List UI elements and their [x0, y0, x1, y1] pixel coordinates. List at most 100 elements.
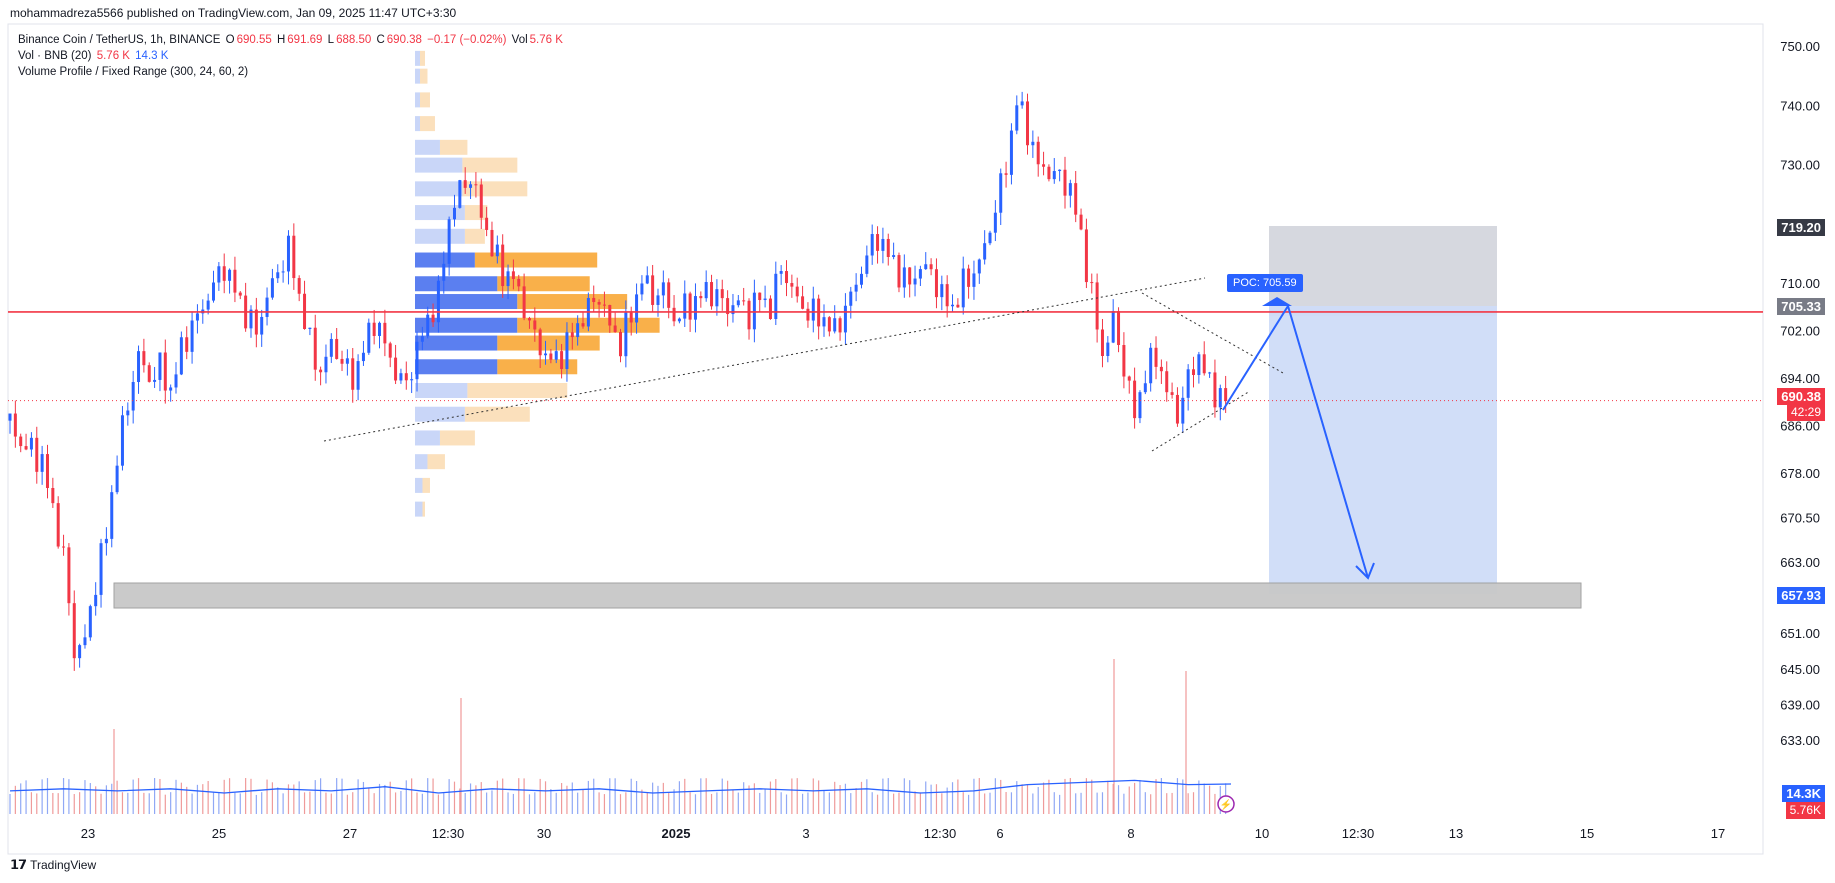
vp-bar-down [422, 501, 425, 517]
candle-body [345, 358, 349, 364]
volume-profile-title[interactable]: Volume Profile / Fixed Range (300, 24, 6… [18, 66, 249, 78]
tradingview-logo-icon: 𝟭𝟳 [10, 857, 27, 872]
candle-body [549, 353, 553, 360]
candle-body [977, 259, 981, 274]
candle-body [1117, 311, 1121, 346]
candle-body [329, 338, 333, 357]
price-tick-label: 645.00 [1780, 662, 1820, 677]
time-tick-label: 17 [1711, 826, 1725, 841]
poc-marker-icon [1262, 297, 1292, 306]
candle-body [683, 293, 687, 319]
candle-body [758, 292, 762, 301]
candle-body [913, 278, 917, 285]
tradingview-branding[interactable]: 𝟭𝟳 TradingView [10, 857, 96, 873]
candle-body [1213, 372, 1217, 408]
candle-body [731, 305, 735, 315]
candle-body [270, 278, 274, 298]
vp-bar-up [415, 454, 428, 470]
price-tag-target-bottom: 657.93 [1777, 587, 1825, 604]
candle-body [474, 184, 478, 186]
volume-indicator-title[interactable]: Vol · BNB (20) [18, 50, 92, 62]
vp-bar-up [415, 406, 465, 422]
candle-body [908, 267, 912, 285]
time-tick-label: 13 [1449, 826, 1463, 841]
candle-body [1015, 105, 1019, 131]
candle-body [934, 269, 938, 298]
candle-body [367, 322, 371, 353]
vp-bar-up [415, 116, 420, 132]
price-tick-label: 678.00 [1780, 466, 1820, 481]
candle-body [420, 336, 424, 342]
candle-body [195, 313, 199, 321]
candle-body [790, 283, 794, 287]
candle-body [613, 325, 617, 333]
time-tick-label: 10 [1255, 826, 1269, 841]
candle-body [656, 295, 660, 305]
candle-body [1111, 311, 1115, 343]
vp-bar-up [415, 477, 423, 493]
candle-body [892, 255, 896, 257]
candle-body [544, 353, 548, 356]
candle-body [104, 538, 108, 544]
vp-bar-up [415, 92, 420, 108]
candle-body [527, 318, 531, 321]
candle-body [174, 374, 178, 388]
poc-label[interactable]: POC: 705.59 [1227, 274, 1303, 292]
vp-bar-down [439, 430, 475, 446]
candle-body [774, 273, 778, 320]
candle-body [742, 300, 746, 302]
trendline-upper-small [1141, 292, 1284, 374]
candle-body [1175, 394, 1179, 424]
price-tick-label: 633.00 [1780, 733, 1820, 748]
candle-body [56, 503, 60, 547]
candle-body [485, 217, 489, 230]
time-tick-label: 12:30 [924, 826, 957, 841]
open-label: O [225, 34, 235, 46]
candle-body [1202, 354, 1206, 374]
close-value: 690.38 [386, 34, 422, 46]
publisher-line: mohammadreza5566 published on TradingVie… [10, 6, 457, 20]
candle-body [629, 312, 633, 323]
time-axis: 23 25 27 12:30 30 2025 3 12:30 6 8 10 12:30 13 15 17 [81, 826, 1725, 841]
price-tick-label: 663.00 [1780, 555, 1820, 570]
candle-body [1047, 166, 1051, 180]
vp-bar-down [497, 359, 578, 375]
candle-body [640, 283, 644, 295]
candle-body [1052, 171, 1056, 180]
candle-body [859, 273, 863, 285]
vp-bar-up [415, 181, 463, 197]
vp-bar-down [517, 294, 628, 310]
candle-body [565, 332, 569, 370]
candle-body [83, 637, 87, 646]
price-tag-current: 690.38 [1777, 388, 1825, 405]
candle-body [313, 327, 317, 370]
candle-body [137, 351, 141, 383]
price-tag-target-top: 719.20 [1777, 219, 1825, 236]
candle-body [710, 282, 714, 307]
candle-body [276, 272, 280, 279]
vp-bar-down [427, 454, 445, 470]
candle-body [415, 341, 419, 380]
candle-body [45, 454, 49, 489]
time-tick-label: 30 [537, 826, 551, 841]
symbol-title[interactable]: Binance Coin / TetherUS, 1h, BINANCE [18, 34, 221, 46]
candle-body [495, 244, 499, 257]
candle-body [726, 298, 730, 315]
candle-body [961, 268, 965, 308]
candle-body [126, 410, 130, 416]
candle-body [1036, 141, 1040, 165]
candle-body [752, 292, 756, 330]
candle-body [736, 300, 740, 306]
time-tick-label: 2025 [662, 826, 691, 841]
candle-body [319, 369, 323, 373]
vp-bar-up [415, 205, 465, 221]
candle-body [120, 415, 124, 466]
legend-volume: Vol · BNB (20) 5.76 K 14.3 K [18, 50, 170, 62]
candle-body [324, 356, 328, 373]
target-box-upper [1269, 226, 1497, 316]
candle-body [576, 323, 580, 338]
candle-body [560, 351, 564, 370]
candle-body [399, 373, 403, 381]
candle-body [538, 329, 542, 356]
